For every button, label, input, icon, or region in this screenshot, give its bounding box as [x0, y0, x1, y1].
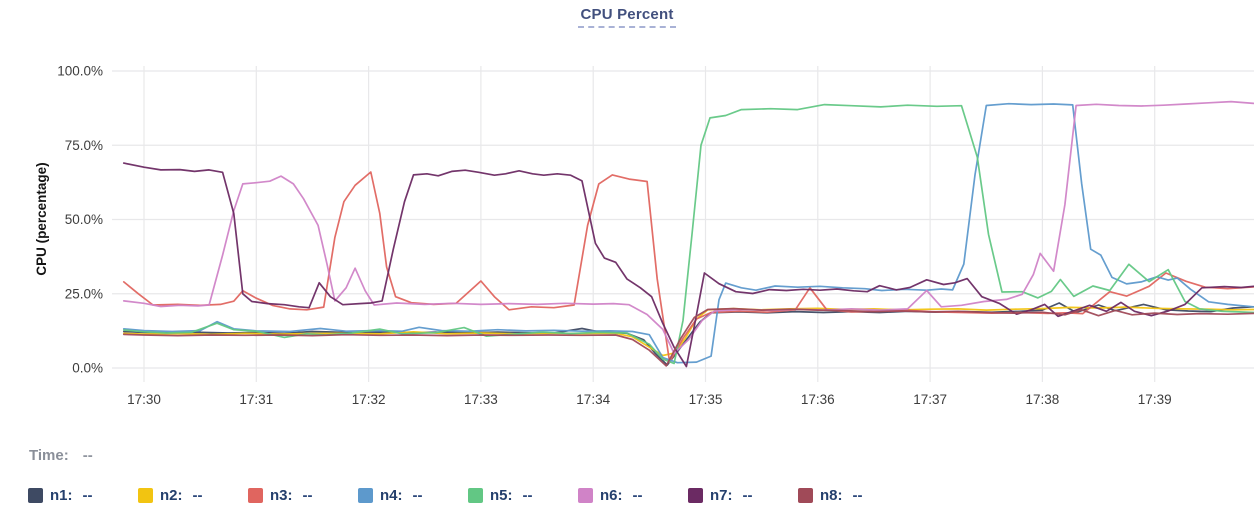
chart-title[interactable]: CPU Percent: [578, 6, 676, 28]
x-tick-label: 17:33: [464, 392, 498, 407]
x-tick-label: 17:37: [913, 392, 947, 407]
legend-label-n6: n6:: [600, 487, 623, 504]
x-tick-label: 17:38: [1026, 392, 1060, 407]
chart-legend: n1: -- n2: -- n3: -- n4: -- n5: -- n6: -…: [28, 487, 908, 504]
x-tick-label: 17:36: [801, 392, 835, 407]
time-value: --: [82, 447, 93, 464]
legend-item-n6[interactable]: n6: --: [578, 487, 688, 504]
y-tick-label: 100.0%: [57, 64, 103, 79]
legend-label-n1: n1:: [50, 487, 73, 504]
x-tick-label: 17:34: [576, 392, 610, 407]
time-label: Time:: [29, 447, 69, 464]
legend-item-n2[interactable]: n2: --: [138, 487, 248, 504]
legend-swatch-n5: [468, 488, 483, 503]
legend-item-n1[interactable]: n1: --: [28, 487, 138, 504]
y-tick-label: 50.0%: [65, 212, 103, 227]
legend-label-n7: n7:: [710, 487, 733, 504]
legend-value-n6: --: [632, 487, 643, 504]
series-line-n8: [122, 307, 1254, 367]
y-tick-label: 75.0%: [65, 138, 103, 153]
x-tick-label: 17:35: [689, 392, 723, 407]
x-tick-label: 17:39: [1138, 392, 1172, 407]
series-line-n4: [122, 102, 1254, 364]
legend-item-n5[interactable]: n5: --: [468, 487, 578, 504]
legend-value-n2: --: [192, 487, 203, 504]
legend-label-n4: n4:: [380, 487, 403, 504]
legend-value-n5: --: [522, 487, 533, 504]
legend-label-n3: n3:: [270, 487, 293, 504]
legend-label-n2: n2:: [160, 487, 183, 504]
legend-item-n3[interactable]: n3: --: [248, 487, 358, 504]
series-line-n3: [122, 171, 1254, 363]
legend-label-n5: n5:: [490, 487, 513, 504]
legend-swatch-n7: [688, 488, 703, 503]
x-tick-label: 17:31: [239, 392, 273, 407]
legend-value-n1: --: [82, 487, 93, 504]
legend-swatch-n4: [358, 488, 373, 503]
legend-item-n8[interactable]: n8: --: [798, 487, 908, 504]
legend-swatch-n3: [248, 488, 263, 503]
legend-value-n4: --: [412, 487, 423, 504]
legend-value-n3: --: [302, 487, 313, 504]
series-line-n6: [122, 100, 1254, 355]
legend-swatch-n6: [578, 488, 593, 503]
series-line-n7: [122, 162, 1254, 368]
cpu-percent-chart[interactable]: 0.0% 25.0% 50.0% 75.0% 100.0% 17:30 17:31 17:32…: [0, 0, 1254, 430]
y-tick-label: 25.0%: [65, 286, 103, 301]
x-tick-label: 17:30: [127, 392, 161, 407]
legend-value-n7: --: [742, 487, 753, 504]
legend-value-n8: --: [852, 487, 863, 504]
series-line-n1: [122, 302, 1254, 366]
legend-swatch-n1: [28, 488, 43, 503]
x-tick-label: 17:32: [352, 392, 386, 407]
legend-swatch-n8: [798, 488, 813, 503]
y-tick-label: 0.0%: [72, 361, 103, 376]
legend-item-n7[interactable]: n7: --: [688, 487, 798, 504]
time-readout: Time: --: [29, 447, 93, 464]
legend-swatch-n2: [138, 488, 153, 503]
chart-title-wrap: CPU Percent: [0, 6, 1254, 28]
legend-item-n4[interactable]: n4: --: [358, 487, 468, 504]
y-axis-title: CPU (percentage): [34, 162, 49, 275]
legend-label-n8: n8:: [820, 487, 843, 504]
